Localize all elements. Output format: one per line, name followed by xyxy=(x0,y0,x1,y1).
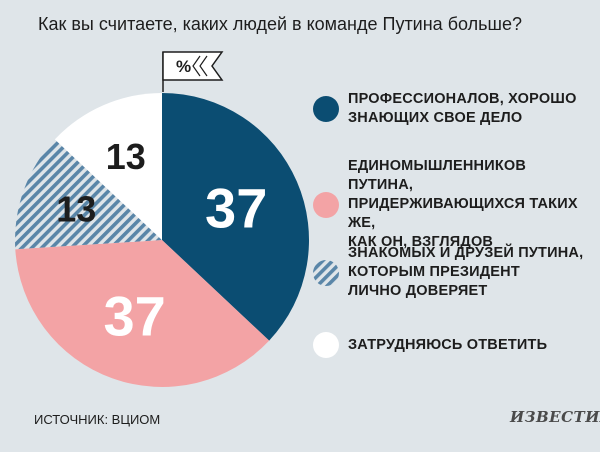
legend-line: ЛИЧНО ДОВЕРЯЕТ xyxy=(348,283,488,299)
flag-notch-lines xyxy=(192,55,208,77)
legend-marker-solid-blue xyxy=(313,96,339,122)
izvestia-logo: ИЗВЕСТИЯ xyxy=(510,408,600,426)
legend-marker-white xyxy=(313,332,339,358)
pie-slice-friends xyxy=(14,139,162,250)
legend-marker-solid-pink xyxy=(313,191,339,218)
legend-item-undecided: ЗАТРУДНЯЮСЬ ОТВЕТИТЬ xyxy=(312,331,592,359)
legend-item-professionals: ПРОФЕССИОНАЛОВ, ХОРОШО ЗНАЮЩИХ СВОЕ ДЕЛО xyxy=(312,90,592,128)
legend-line: ЗНАЮЩИХ СВОЕ ДЕЛО xyxy=(348,110,523,126)
legend-label-undecided: ЗАТРУДНЯЮСЬ ОТВЕТИТЬ xyxy=(348,336,547,355)
legend-label-like-minded: ЕДИНОМЫШЛЕННИКОВ ПУТИНА, ПРИДЕРЖИВАЮЩИХС… xyxy=(348,157,592,252)
legend-line: КОТОРЫМ ПРЕЗИДЕНТ xyxy=(348,264,520,280)
slice-value-label: 13 xyxy=(106,136,146,177)
legend-label-professionals: ПРОФЕССИОНАЛОВ, ХОРОШО ЗНАЮЩИХ СВОЕ ДЕЛО xyxy=(348,90,577,128)
percent-label: % xyxy=(176,57,191,76)
legend-line: ЕДИНОМЫШЛЕННИКОВ ПУТИНА, xyxy=(348,158,527,193)
legend-line: ПРОФЕССИОНАЛОВ, ХОРОШО xyxy=(348,91,577,107)
source-label: ИСТОЧНИК: ВЦИОМ xyxy=(34,412,161,427)
legend-line: КАК ОН, ВЗГЛЯДОВ xyxy=(348,234,494,250)
slice-value-label: 37 xyxy=(205,176,267,239)
legend-marker-hatched-blue xyxy=(313,259,339,286)
chart-title: Как вы считаете, каких людей в команде П… xyxy=(38,14,522,34)
legend-label-friends: ЗНАКОМЫХ И ДРУЗЕЙ ПУТИНА, КОТОРЫМ ПРЕЗИД… xyxy=(348,244,583,301)
legend-line: ПРИДЕРЖИВАЮЩИХСЯ ТАКИХ ЖЕ, xyxy=(348,196,578,231)
pie-slice-professionals xyxy=(162,93,309,341)
percent-flag: % xyxy=(162,51,224,92)
legend-line: ЗАТРУДНЯЮСЬ ОТВЕТИТЬ xyxy=(348,336,548,353)
pie-slice-undecided xyxy=(54,93,162,240)
slice-value-label: 13 xyxy=(56,189,96,230)
legend-line: ЗНАКОМЫХ И ДРУЗЕЙ ПУТИНА, xyxy=(348,245,584,261)
slice-value-label: 37 xyxy=(103,285,165,348)
pie-slice-like-minded xyxy=(15,240,270,388)
legend-item-friends: ЗНАКОМЫХ И ДРУЗЕЙ ПУТИНА, КОТОРЫМ ПРЕЗИД… xyxy=(312,244,592,301)
legend-item-like-minded: ЕДИНОМЫШЛЕННИКОВ ПУТИНА, ПРИДЕРЖИВАЮЩИХС… xyxy=(312,157,592,252)
